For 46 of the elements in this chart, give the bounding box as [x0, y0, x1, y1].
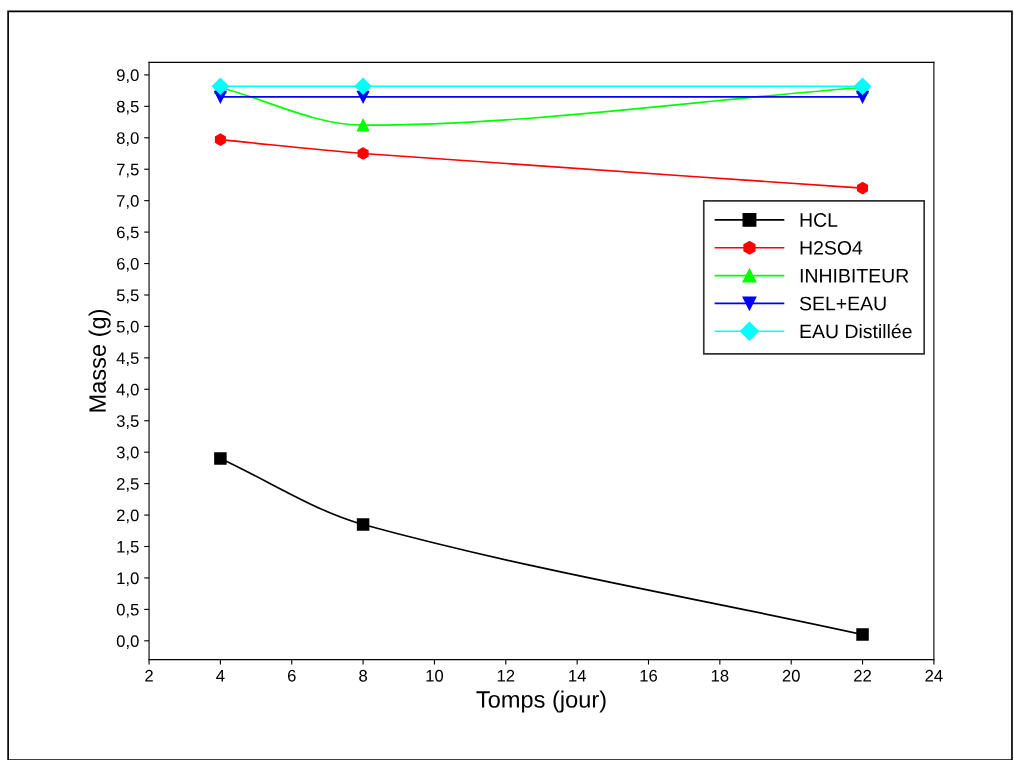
y-tick-label: 6,0	[117, 257, 139, 272]
point	[354, 77, 372, 95]
legend-label: INHIBITEUR	[800, 269, 909, 283]
x-tick-label: 12	[497, 669, 515, 682]
y-tick-label: 5,5	[116, 289, 139, 304]
y-tick-label: 2,0	[117, 509, 139, 524]
x-tick-label: 24	[925, 669, 943, 682]
x-tick-label: 10	[426, 669, 444, 682]
point	[856, 628, 869, 641]
y-tick-label: 1,0	[117, 572, 139, 587]
point	[357, 147, 369, 160]
x-tick-label: 16	[640, 669, 658, 682]
y-tick-label: 2,5	[117, 478, 139, 492]
x-tick-label: 22	[854, 669, 871, 682]
y-tick-label: 7,0	[117, 195, 139, 209]
legend-label: SEL+EAU	[799, 296, 886, 311]
x-axis-title: Tomps (jour)	[476, 690, 606, 713]
y-tick-label: 3,5	[116, 415, 139, 429]
y-tick-label: 7,5	[117, 163, 139, 178]
y-tick-label: 0,5	[116, 603, 139, 618]
legend-label: EAU Distillée	[800, 323, 912, 339]
legend-label: HCL	[800, 213, 838, 227]
legend-label: H2SO4	[800, 240, 863, 255]
y-tick-label: 5,0	[116, 320, 139, 335]
y-axis-title: Masse (g)	[88, 309, 111, 412]
y-tick-label: 0,0	[116, 635, 139, 649]
y-tick-label: 4,0	[116, 383, 139, 398]
y-tick-label: 6,5	[117, 226, 139, 241]
point	[214, 133, 226, 146]
point	[857, 181, 869, 195]
x-tick-label: 2	[145, 669, 153, 682]
point	[214, 452, 227, 465]
x-tick-label: 8	[359, 669, 368, 682]
y-tick-label: 4,5	[116, 352, 139, 367]
y-tick-label: 1,5	[117, 541, 139, 555]
y-tick-label: 9,0	[116, 69, 139, 84]
y-tick-label: 3,0	[116, 446, 139, 461]
y-tick-label: 8,0	[116, 132, 139, 146]
point	[356, 518, 370, 531]
y-tick-label: 8,5	[116, 100, 139, 115]
x-tick-label: 6	[287, 669, 296, 682]
x-tick-label: 14	[569, 670, 586, 682]
point	[356, 118, 370, 132]
x-tick-label: 18	[711, 669, 729, 682]
x-tick-label: 4	[216, 670, 225, 682]
x-tick-label: 20	[782, 669, 800, 682]
